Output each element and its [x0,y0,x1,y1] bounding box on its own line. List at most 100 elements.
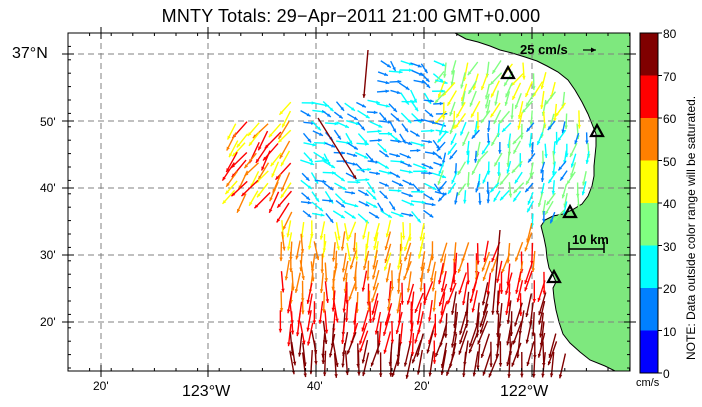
current-vector-head [392,128,396,133]
current-vector-head [359,348,363,353]
current-vector [537,280,546,303]
current-vector-head [517,115,522,119]
current-vector-head [375,100,380,104]
current-vector-head [451,310,455,315]
colorbar-tick-50: 50 [663,155,677,169]
current-vector-head [341,268,346,273]
current-vector-head [341,363,345,368]
current-vector-head [279,154,284,159]
current-vector-head [467,71,472,76]
current-vector-head [561,129,565,134]
current-vector-head [384,266,388,271]
current-vector-head [540,105,544,109]
current-vector-head [398,182,403,186]
current-vector-head [342,186,347,190]
current-vector-head [525,313,529,317]
current-vector-head [258,175,262,180]
current-vector-head [406,155,411,159]
colorbar-segment [640,33,658,76]
current-vector-head [537,202,542,207]
current-vector-head [377,129,382,134]
lon-label-122w: 122°W [500,383,549,400]
current-vector-head [477,340,481,345]
current-vector-head [356,180,361,184]
radar-stations [500,64,605,284]
current-vector-head [408,141,413,145]
current-vector-head [359,340,363,345]
distance-scale-bar [568,242,605,253]
current-vector-head [458,350,462,355]
current-vector-head [383,195,388,199]
current-vector-head [385,233,390,238]
current-vector-head [429,213,434,218]
colorbar-segment [640,203,658,246]
current-vector [477,320,489,345]
lon-label-123w: 123°W [182,383,231,400]
current-vector [496,260,503,283]
current-vector-head [506,362,510,367]
colorbar-tick-30: 30 [663,240,677,254]
colorbar-segment [640,75,658,118]
current-vector-head [430,129,435,133]
current-vector-head [511,81,516,86]
current-vector-head [469,102,473,107]
current-vector-head [306,112,311,117]
current-vector-head [440,258,444,263]
current-vector-head [376,171,380,176]
current-vector [439,301,448,324]
current-vector-head [512,140,517,145]
current-vector-head [513,197,517,202]
current-vector [511,342,522,367]
current-vector [476,343,481,370]
current-vector-head [403,362,408,367]
current-vector-head [378,373,383,377]
current-vector-head [456,113,460,118]
current-vector-head [361,104,366,108]
current-vector-head [222,199,227,204]
current-vector-head [440,288,445,293]
current-vector-head [331,144,336,148]
current-vector-head [340,214,345,219]
current-vector [231,159,247,178]
current-vector-head [391,206,396,211]
current-vector-head [385,104,390,108]
current-vector [255,143,270,164]
current-vector-head [341,151,346,155]
current-vector [323,350,327,377]
current-vector-head [371,298,375,303]
current-vector-head [307,138,312,143]
current-vector-head [282,226,287,231]
current-vector [359,330,369,353]
current-vector-head [372,317,376,322]
current-vector-head [570,173,574,178]
current-vector-head [396,362,400,367]
current-vector [322,340,325,365]
current-vector-head [460,131,464,136]
current-vector [537,332,546,358]
current-vector [559,353,567,379]
colorbar-segment [640,245,658,288]
current-vector-head [417,218,421,223]
current-vector-head [406,288,411,293]
current-vector-head [555,112,559,117]
current-vector-head [497,172,501,176]
current-vector-head [516,298,520,303]
current-vector-head [461,101,465,106]
current-vector [532,312,535,337]
current-vector-head [424,69,428,74]
current-vector-head [397,79,402,84]
lat-label-37n: 37°N [12,45,48,62]
current-vector-head [419,287,423,292]
current-vector-head [414,308,419,313]
current-vector-head [385,80,390,85]
current-vector-head [540,85,545,90]
current-vector-head [462,141,466,146]
current-vector [341,321,346,345]
current-vector-head [335,362,339,367]
current-vector-head [395,330,400,334]
current-vector [516,332,521,359]
current-vector-head [492,69,496,74]
current-vector-head [441,89,445,93]
current-vector-head [319,289,324,293]
current-vector [505,272,513,295]
